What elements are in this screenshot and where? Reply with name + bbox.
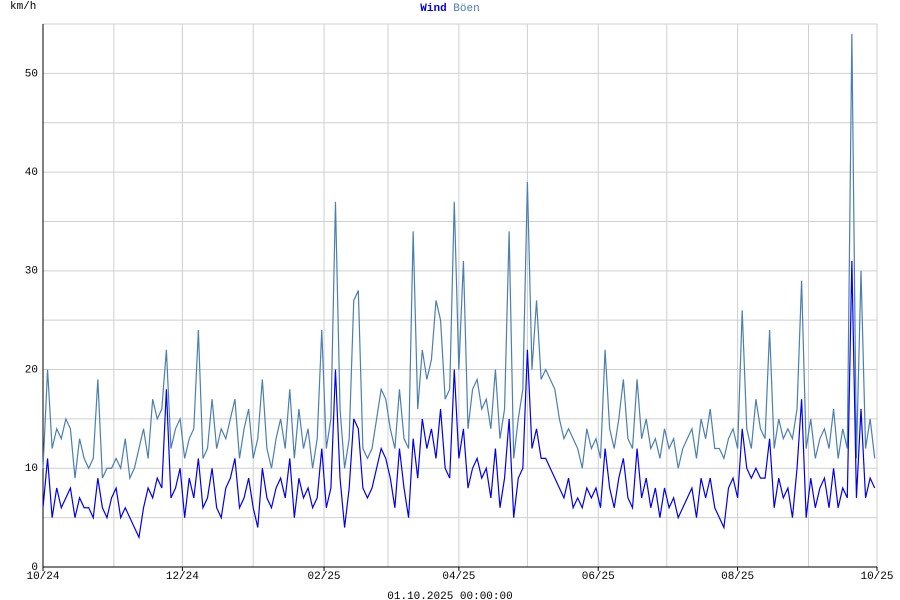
y-tick-label: 20 (25, 364, 38, 376)
legend: Wind Böen (420, 3, 479, 15)
y-tick-label: 0 (31, 562, 38, 574)
x-tick-label: 02/25 (308, 571, 341, 583)
legend-entry: Wind (420, 3, 446, 15)
x-tick-label: 10/25 (860, 571, 893, 583)
series-line (42, 33, 876, 481)
legend-entry: Böen (453, 3, 479, 15)
y-tick-label: 40 (25, 167, 38, 179)
x-tick-label: 08/25 (721, 571, 754, 583)
y-tick-label: 30 (25, 266, 38, 278)
y-tick-label: 10 (25, 463, 38, 475)
x-tick-label: 04/25 (442, 571, 475, 583)
x-tick-label: 12/24 (166, 571, 199, 583)
series-line (42, 260, 876, 540)
timestamp: 01.10.2025 00:00:00 (387, 591, 512, 600)
y-axis-unit: km/h (10, 1, 36, 13)
x-tick-label: 10/24 (26, 571, 59, 583)
x-tick-label: 06/25 (582, 571, 615, 583)
y-tick-label: 50 (25, 68, 38, 80)
